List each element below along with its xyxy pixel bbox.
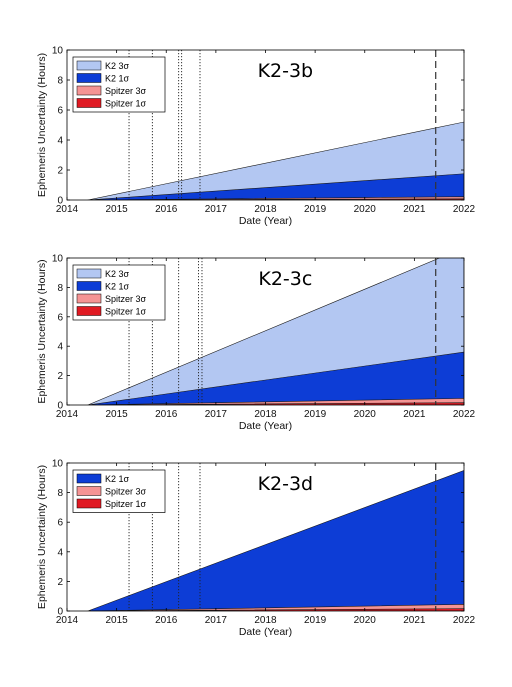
legend-swatch [76,73,102,83]
y-tick-label: 6 [57,106,63,117]
x-tick-label: 2021 [403,409,426,420]
x-tick-label: 2015 [106,615,129,626]
x-axis-label: Date (Year) [239,626,292,638]
panel-title: K2-3d [258,473,314,495]
x-tick-label: 2018 [254,615,277,626]
legend-swatch [76,306,102,316]
legend: K2 3σ K2 1σ Spitzer 3σ Spitzer 1σ [72,264,166,321]
y-tick-label: 0 [57,607,63,618]
x-tick-label: 2014 [56,409,79,420]
legend-entry: K2 3σ [105,269,130,279]
legend-swatch [76,473,102,484]
legend-swatch [76,486,102,496]
chart-panel-3: 2014 2015 2016 2017 2018 2019 2020 2021 2022 0 2 4 6… [36,459,476,639]
legend-entry: Spitzer 1σ [105,307,147,317]
legend-entry: Spitzer 3σ [105,487,147,497]
y-tick-label: 8 [57,488,63,499]
area-k2-1- [87,351,464,405]
x-tick-label: 2014 [56,204,79,215]
y-axis-label: Ephemeris Uncertainty (Hours) [36,259,48,403]
legend-entry: K2 1σ [105,74,130,84]
x-tick-label: 2022 [453,204,476,215]
x-tick-label: 2016 [155,204,178,215]
x-tick-label: 2014 [56,615,79,626]
legend-entry: Spitzer 3σ [105,86,147,96]
legend-entry: Spitzer 1σ [105,99,147,109]
y-tick-label: 10 [52,46,64,57]
x-tick-label: 2015 [106,409,129,420]
panel-title: K2-3b [258,60,314,82]
y-tick-label: 0 [57,401,63,412]
legend-swatch [76,281,102,291]
x-tick-label: 2015 [106,204,129,215]
legend-entry: Spitzer 1σ [105,499,147,509]
x-tick-label: 2019 [304,615,327,626]
panel-title: K2-3c [258,268,312,290]
area-k2-1- [87,470,464,611]
legend-swatch [76,60,102,71]
x-tick-label: 2017 [205,204,228,215]
y-tick-label: 6 [57,312,63,323]
y-axis-label: Ephemeris Uncertainty (Hours) [36,465,48,609]
x-tick-label: 2017 [205,409,228,420]
y-tick-label: 4 [57,547,63,558]
x-tick-label: 2020 [354,204,377,215]
y-tick-label: 2 [57,577,63,588]
y-tick-label: 10 [52,459,64,470]
chart-panel-1: 2014 2015 2016 2017 2018 2019 2020 2021 2022 0 2 4 6… [36,46,476,228]
x-axis-label: Date (Year) [239,215,292,227]
y-tick-label: 8 [57,76,63,87]
area-spitzer-1- [87,608,464,611]
legend: K2 1σ Spitzer 3σ Spitzer 1σ [72,469,166,513]
x-tick-label: 2020 [354,409,377,420]
area-spitzer-1- [87,402,464,405]
x-tick-label: 2021 [403,615,426,626]
y-tick-label: 2 [57,371,63,382]
legend: K2 3σ K2 1σ Spitzer 3σ Spitzer 1σ [72,56,166,113]
legend-entry: Spitzer 3σ [105,294,147,304]
legend-swatch [76,293,102,304]
legend-swatch [76,268,102,279]
legend-swatch [76,498,102,509]
x-tick-label: 2018 [254,204,277,215]
x-tick-label: 2017 [205,615,228,626]
y-tick-label: 4 [57,136,63,147]
x-tick-label: 2019 [304,204,327,215]
y-tick-label: 2 [57,166,63,177]
legend-entry: K2 1σ [105,282,130,292]
chart-panel-2: 2014 2015 2016 2017 2018 2019 2020 2021 2022 0 2 4 6… [36,254,476,433]
legend-swatch [76,98,102,108]
area-k2-1- [87,173,464,200]
y-tick-label: 10 [52,254,64,265]
legend-entry: K2 1σ [105,474,130,484]
x-tick-label: 2019 [304,409,327,420]
x-tick-label: 2022 [453,409,476,420]
x-axis-label: Date (Year) [239,420,292,432]
y-tick-label: 6 [57,518,63,529]
y-tick-label: 4 [57,342,63,353]
x-tick-label: 2016 [155,615,178,626]
y-axis-label: Ephemeris Uncertainty (Hours) [36,53,48,197]
x-tick-label: 2018 [254,409,277,420]
legend-swatch [76,85,102,96]
x-tick-label: 2022 [453,615,476,626]
x-tick-label: 2016 [155,409,178,420]
y-tick-label: 8 [57,283,63,294]
x-tick-label: 2020 [354,615,377,626]
legend-entry: K2 3σ [105,61,130,71]
x-tick-label: 2021 [403,204,426,215]
y-tick-label: 0 [57,196,63,207]
